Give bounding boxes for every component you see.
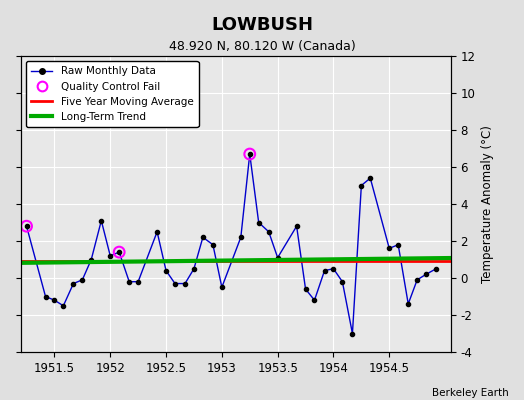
Legend: Raw Monthly Data, Quality Control Fail, Five Year Moving Average, Long-Term Tren: Raw Monthly Data, Quality Control Fail, … [26, 61, 199, 127]
Text: 48.920 N, 80.120 W (Canada): 48.920 N, 80.120 W (Canada) [169, 40, 355, 53]
Text: Berkeley Earth: Berkeley Earth [432, 388, 508, 398]
Y-axis label: Temperature Anomaly (°C): Temperature Anomaly (°C) [481, 125, 494, 283]
Point [115, 249, 123, 255]
Point [23, 223, 31, 229]
Text: LOWBUSH: LOWBUSH [211, 16, 313, 34]
Point [246, 151, 254, 157]
